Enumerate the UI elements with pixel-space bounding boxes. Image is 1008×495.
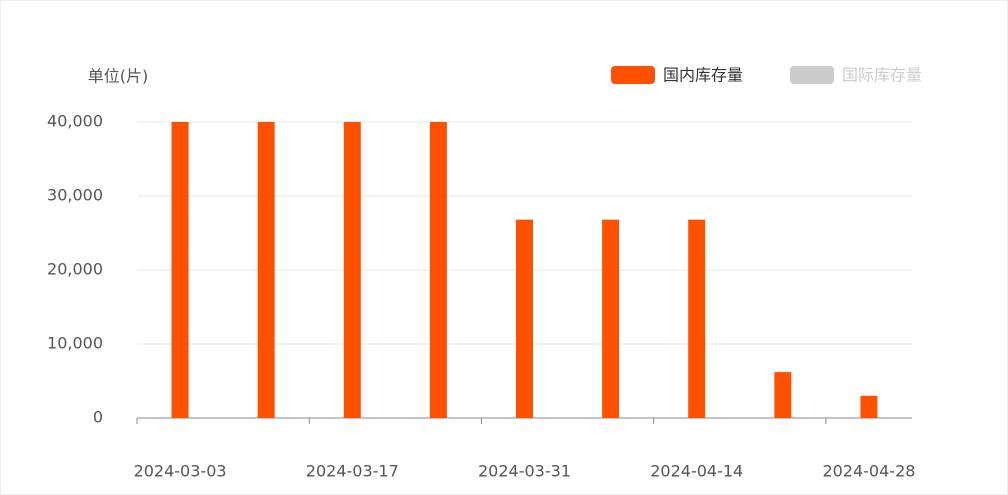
legend-label[interactable]: 国内库存量 xyxy=(663,66,743,85)
y-tick-label: 10,000 xyxy=(47,334,103,353)
bar xyxy=(688,219,706,418)
x-tick-label: 2024-04-14 xyxy=(650,462,743,481)
bar xyxy=(171,122,189,418)
bar xyxy=(860,395,878,418)
bar xyxy=(343,122,361,418)
bar xyxy=(516,219,533,418)
y-tick-label: 0 xyxy=(93,408,103,427)
legend-label[interactable]: 国际库存量 xyxy=(842,66,922,85)
x-tick-label: 2024-03-17 xyxy=(306,462,399,481)
bar xyxy=(774,372,792,418)
legend-swatch[interactable] xyxy=(611,66,655,84)
x-tick-label: 2024-03-03 xyxy=(134,462,227,481)
bar xyxy=(429,122,447,418)
y-tick-label: 30,000 xyxy=(47,186,103,205)
bar xyxy=(602,219,620,418)
bar xyxy=(257,122,275,418)
x-tick-label: 2024-04-28 xyxy=(822,462,915,481)
y-tick-label: 20,000 xyxy=(47,260,103,279)
y-tick-label: 40,000 xyxy=(47,112,103,131)
legend-swatch[interactable] xyxy=(790,66,834,84)
x-tick-label: 2024-03-31 xyxy=(478,462,571,481)
y-axis-label: 单位(片) xyxy=(88,67,149,86)
